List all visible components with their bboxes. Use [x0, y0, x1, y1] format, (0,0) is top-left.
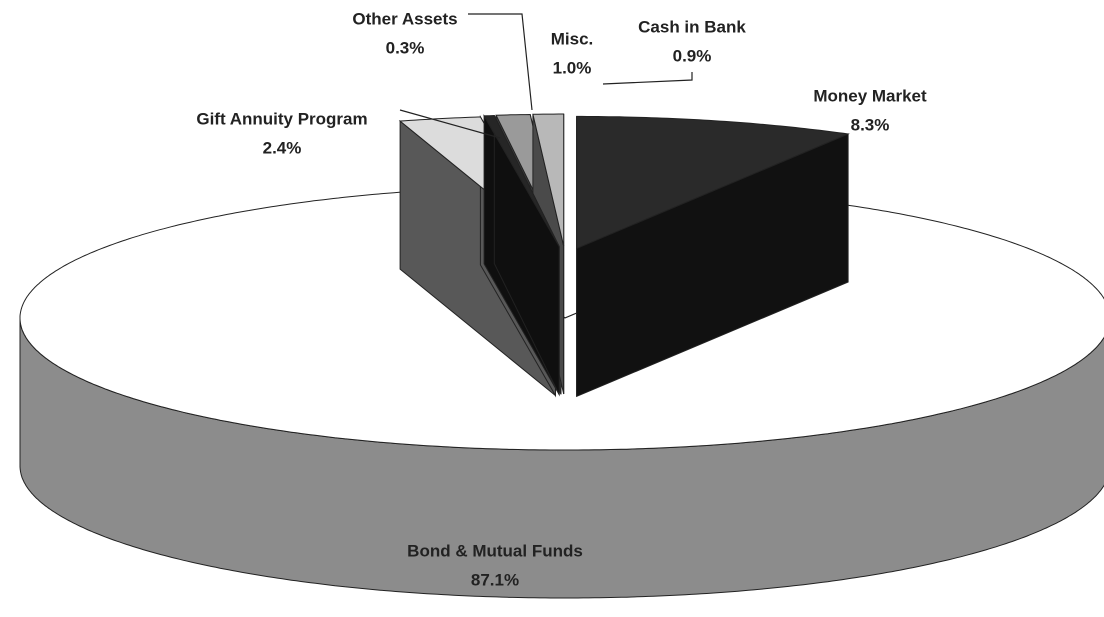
leader-line [602, 72, 693, 85]
slice-label: Gift Annuity Program [196, 109, 367, 128]
slice-label: Bond & Mutual Funds [407, 541, 583, 560]
slice-label: Other Assets [352, 9, 457, 28]
slice-label: Misc. [551, 29, 594, 48]
value-label: 0.3% [386, 38, 425, 57]
slice [576, 115, 850, 398]
slice-label: Cash in Bank [638, 17, 746, 36]
value-label: 2.4% [263, 138, 302, 157]
slice-label: Money Market [813, 86, 927, 105]
leader-line [399, 109, 501, 139]
slice [483, 114, 560, 397]
value-label: 0.9% [673, 46, 712, 65]
slice-top [576, 115, 850, 250]
slice-top [532, 113, 565, 247]
labels: Money Market 8.3% Bond & Mutual Funds 87.1%… [196, 9, 927, 589]
value-label: 8.3% [851, 115, 890, 134]
leader-line [468, 13, 533, 111]
slice-top [483, 114, 560, 247]
pie [19, 113, 1104, 599]
value-label: 87.1% [471, 570, 519, 589]
value-label: 1.0% [553, 58, 592, 77]
